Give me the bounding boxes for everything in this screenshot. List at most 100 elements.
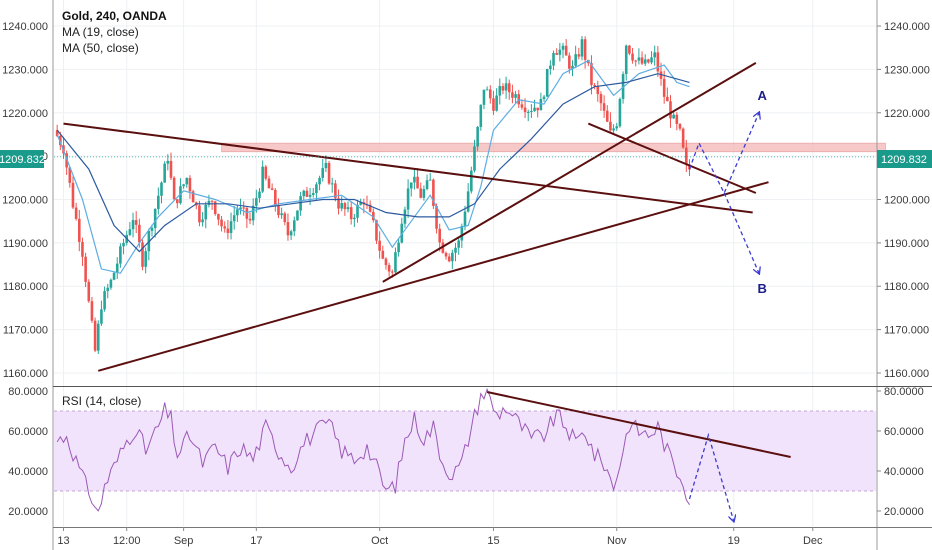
candle — [71, 176, 75, 210]
candle-body — [422, 189, 426, 198]
candle-body — [141, 242, 144, 267]
candle — [451, 249, 454, 270]
candle-body — [201, 219, 204, 223]
candle-body — [511, 92, 514, 98]
candle — [583, 36, 587, 69]
candle-body — [678, 123, 682, 129]
candle — [289, 229, 293, 240]
candle-body — [618, 98, 622, 127]
projection-a — [688, 113, 760, 195]
candle-body — [321, 168, 325, 178]
candle — [210, 200, 214, 210]
candle-body — [580, 39, 584, 57]
candle — [643, 54, 647, 66]
price-tick-label: 1190.000 — [3, 238, 48, 250]
candle-body — [555, 52, 558, 55]
candle-body — [112, 272, 116, 280]
rsi-tick-label: 60.0000 — [8, 426, 48, 438]
price-tick-label: 1240.000 — [884, 21, 930, 33]
last-price-tag-left — [0, 150, 44, 168]
candle-body — [68, 167, 72, 183]
candle-body — [681, 128, 685, 148]
candle — [90, 296, 94, 323]
candle-body — [74, 207, 78, 219]
candle — [678, 123, 682, 131]
candle-body — [242, 207, 245, 209]
candle-body — [612, 128, 615, 131]
candle — [213, 200, 217, 216]
candle-body — [59, 136, 62, 146]
candle-body — [501, 86, 505, 91]
candle — [255, 189, 258, 213]
candle-body — [662, 78, 666, 97]
rsi-pane[interactable] — [54, 387, 876, 521]
projection-b — [723, 192, 759, 273]
candle — [375, 219, 378, 245]
candle-body — [359, 202, 362, 205]
time-axis: 13 12:00 Sep 17 Oct 15 Nov 19 Dec — [57, 527, 823, 547]
candle-body — [647, 59, 650, 63]
candle-body — [65, 153, 68, 168]
candle-body — [447, 256, 451, 262]
candle — [564, 39, 568, 56]
candle — [542, 94, 546, 102]
candle-body — [488, 89, 492, 99]
candle — [656, 46, 660, 77]
candle-body — [561, 45, 565, 50]
candle — [353, 214, 356, 228]
candle-body — [157, 195, 160, 209]
candle-body — [432, 179, 435, 206]
candle — [681, 127, 685, 149]
candle — [624, 44, 628, 81]
candle — [406, 179, 410, 218]
candle — [343, 201, 347, 216]
candle — [182, 183, 185, 189]
price-axis-right: 1240.0001230.0001220.0001210.0001200.000… — [877, 21, 930, 380]
candle — [223, 221, 227, 233]
candle — [599, 91, 603, 111]
candlesticks — [55, 35, 691, 354]
candle-body — [334, 183, 337, 199]
price-tick-label: 1220.000 — [884, 108, 930, 120]
candle-body — [416, 176, 419, 189]
candle — [473, 139, 476, 173]
candle — [176, 199, 179, 209]
price-tick-label: 1160.000 — [884, 368, 929, 380]
candle-body — [672, 114, 675, 119]
candle — [267, 175, 271, 189]
candle-body — [163, 163, 166, 183]
candle-body — [330, 183, 334, 185]
candle-body — [261, 166, 264, 192]
candle-body — [226, 228, 230, 233]
candle — [530, 104, 533, 118]
price-tick-label: 1170.000 — [3, 325, 48, 337]
moving-averages — [56, 59, 690, 274]
candle — [476, 125, 479, 151]
candle — [640, 51, 644, 65]
candle-body — [438, 228, 442, 243]
candle-body — [479, 104, 483, 127]
candle — [609, 112, 612, 132]
rsi-tick-label: 20.0000 — [8, 506, 48, 518]
candle — [302, 189, 306, 201]
candle-body — [558, 49, 562, 55]
candle-body — [568, 55, 571, 69]
candle — [239, 198, 242, 215]
candle — [315, 182, 318, 201]
rsi-tick-label: 60.0000 — [884, 426, 924, 438]
candle-body — [482, 89, 486, 105]
candle-body — [245, 207, 249, 219]
candle — [185, 177, 189, 188]
candle — [292, 216, 296, 237]
candle-body — [473, 146, 476, 171]
candle-body — [166, 160, 170, 164]
candle — [115, 257, 119, 280]
candle-body — [425, 180, 429, 190]
candle-body — [397, 242, 400, 253]
candle — [153, 208, 157, 238]
candle — [523, 98, 527, 119]
candle-body — [71, 182, 75, 208]
candle — [201, 212, 204, 227]
candle — [511, 84, 514, 104]
